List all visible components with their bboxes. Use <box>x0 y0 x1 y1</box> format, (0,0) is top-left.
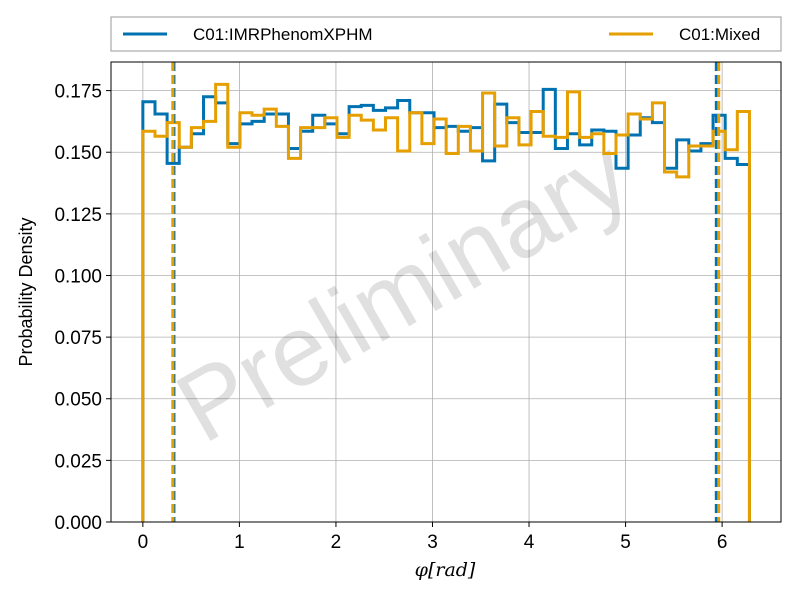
y-axis-label: Probability Density <box>16 217 36 366</box>
y-tick-label: 0.000 <box>54 513 102 534</box>
credible-interval-lines <box>171 62 721 522</box>
x-tick-label: 6 <box>717 532 728 553</box>
legend: C01:IMRPhenomXPHM C01:Mixed <box>110 16 782 52</box>
histogram-step-line <box>141 82 751 522</box>
legend-label-imrphenom: C01:IMRPhenomXPHM <box>193 25 373 44</box>
x-tick-label: 2 <box>331 532 342 553</box>
series-mixed <box>141 82 751 522</box>
x-tick-label: 5 <box>620 532 631 553</box>
x-tick-label: 1 <box>234 532 245 553</box>
axis-ticks: 0 1 2 3 4 5 6 0.000 0.025 0.050 0.075 0.100 0.125 0.1… <box>54 82 727 553</box>
x-tick-label: 4 <box>524 532 535 553</box>
y-tick-label: 0.125 <box>54 205 102 226</box>
histogram-series <box>141 82 751 522</box>
x-tick-label: 3 <box>427 532 438 553</box>
x-tick-label: 0 <box>138 532 149 553</box>
y-tick-label: 0.150 <box>54 143 102 164</box>
plot-frame <box>110 61 782 523</box>
y-tick-label: 0.050 <box>54 390 102 411</box>
y-tick-label: 0.100 <box>54 266 102 287</box>
x-axis-label: φ[rad] <box>415 559 476 581</box>
legend-label-mixed: C01:Mixed <box>679 25 760 44</box>
y-tick-label: 0.075 <box>54 328 102 349</box>
legend-box <box>110 16 782 52</box>
y-tick-label: 0.025 <box>54 451 102 472</box>
y-tick-label: 0.175 <box>54 82 102 103</box>
